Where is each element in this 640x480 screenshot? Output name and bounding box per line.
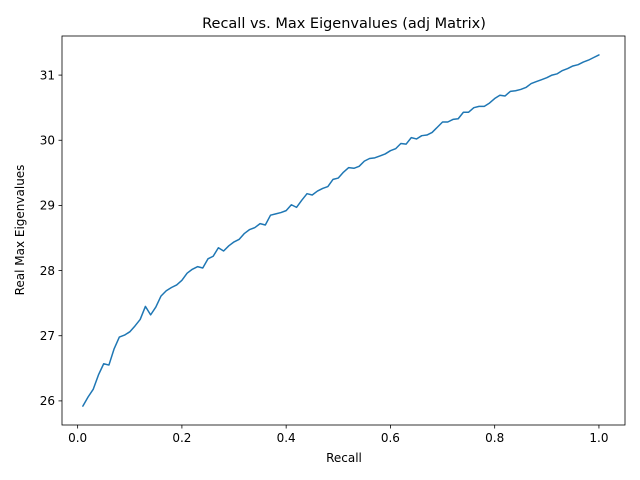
y-tick-label: 26 — [40, 394, 55, 408]
plot-frame — [61, 35, 626, 426]
y-tick-label: 29 — [40, 199, 55, 213]
x-tick-label: 0.2 — [172, 431, 191, 445]
x-tick-label: 0.4 — [277, 431, 296, 445]
y-tick-label: 27 — [40, 329, 55, 343]
x-tick-label: 0.8 — [485, 431, 504, 445]
y-tick-label: 30 — [40, 134, 55, 148]
series-line-0 — [82, 54, 600, 407]
x-tick-label: 0.6 — [381, 431, 400, 445]
y-tick-label: 28 — [40, 264, 55, 278]
chart-title: Recall vs. Max Eigenvalues (adj Matrix) — [202, 16, 486, 32]
x-tick-label: 0.0 — [68, 431, 87, 445]
x-tick-label: 1.0 — [589, 431, 608, 445]
plot-area: 0.0 0.2 0.4 0.6 0.8 1.0 26 27 28 29 30 31 — [40, 35, 626, 445]
x-axis-title: Recall — [326, 451, 362, 465]
y-axis-title: Real Max Eigenvalues — [13, 165, 27, 296]
y-tick-label: 31 — [40, 68, 55, 82]
